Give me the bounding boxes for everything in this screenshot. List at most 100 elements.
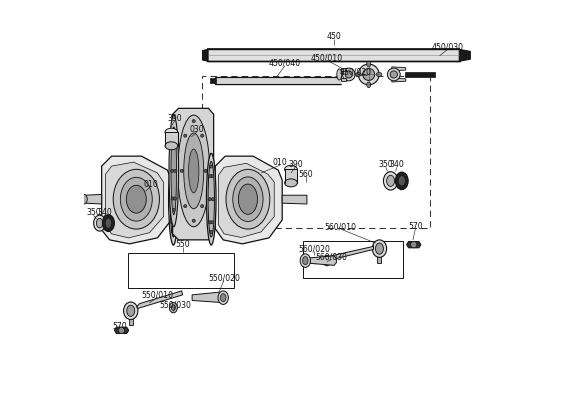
Ellipse shape bbox=[96, 218, 103, 228]
Ellipse shape bbox=[171, 221, 174, 224]
Text: 350: 350 bbox=[379, 160, 393, 170]
Ellipse shape bbox=[170, 169, 174, 172]
Polygon shape bbox=[392, 78, 406, 82]
Ellipse shape bbox=[192, 219, 195, 222]
Ellipse shape bbox=[169, 153, 178, 245]
Ellipse shape bbox=[388, 68, 400, 81]
Ellipse shape bbox=[300, 254, 311, 267]
Ellipse shape bbox=[165, 128, 178, 136]
Polygon shape bbox=[114, 327, 128, 334]
Polygon shape bbox=[215, 156, 282, 244]
Ellipse shape bbox=[358, 64, 379, 85]
Ellipse shape bbox=[383, 172, 398, 190]
Ellipse shape bbox=[169, 115, 178, 227]
Polygon shape bbox=[203, 49, 208, 61]
Ellipse shape bbox=[178, 115, 209, 227]
Text: 450/010: 450/010 bbox=[311, 53, 343, 62]
Ellipse shape bbox=[390, 71, 397, 78]
Ellipse shape bbox=[121, 177, 152, 221]
Ellipse shape bbox=[342, 68, 355, 81]
Ellipse shape bbox=[211, 174, 214, 178]
Text: 340: 340 bbox=[389, 160, 404, 170]
Polygon shape bbox=[392, 67, 406, 71]
Text: 550: 550 bbox=[175, 240, 190, 249]
Ellipse shape bbox=[171, 142, 174, 145]
Ellipse shape bbox=[171, 305, 175, 310]
Polygon shape bbox=[218, 163, 275, 238]
Polygon shape bbox=[137, 291, 183, 308]
Ellipse shape bbox=[171, 197, 174, 200]
Polygon shape bbox=[85, 194, 102, 204]
Ellipse shape bbox=[172, 165, 175, 168]
Ellipse shape bbox=[170, 161, 177, 237]
Ellipse shape bbox=[367, 61, 371, 67]
Ellipse shape bbox=[226, 169, 270, 229]
Ellipse shape bbox=[173, 221, 176, 224]
Ellipse shape bbox=[207, 153, 216, 245]
Text: 450/020: 450/020 bbox=[340, 68, 371, 77]
Polygon shape bbox=[282, 195, 307, 204]
Bar bbox=[211, 78, 216, 83]
Text: 390: 390 bbox=[168, 114, 182, 123]
Text: 450: 450 bbox=[327, 32, 341, 41]
Ellipse shape bbox=[323, 256, 331, 266]
Ellipse shape bbox=[200, 204, 204, 208]
Ellipse shape bbox=[174, 169, 177, 172]
Ellipse shape bbox=[118, 327, 125, 334]
Ellipse shape bbox=[410, 242, 417, 248]
Ellipse shape bbox=[204, 169, 207, 172]
Ellipse shape bbox=[208, 174, 212, 178]
Ellipse shape bbox=[396, 172, 408, 190]
Ellipse shape bbox=[355, 72, 361, 76]
Text: 450/030: 450/030 bbox=[431, 43, 463, 52]
Bar bbox=[128, 319, 132, 325]
Ellipse shape bbox=[285, 165, 297, 173]
Ellipse shape bbox=[173, 142, 177, 145]
Text: 450/040: 450/040 bbox=[269, 59, 301, 68]
Text: 390: 390 bbox=[289, 160, 303, 169]
Text: 550/010: 550/010 bbox=[142, 290, 173, 299]
Ellipse shape bbox=[285, 179, 297, 187]
Ellipse shape bbox=[126, 185, 146, 213]
Ellipse shape bbox=[172, 208, 175, 212]
Text: 560/010: 560/010 bbox=[325, 222, 357, 231]
Ellipse shape bbox=[171, 127, 177, 215]
Text: 350: 350 bbox=[87, 208, 101, 217]
Ellipse shape bbox=[375, 243, 383, 254]
Ellipse shape bbox=[188, 149, 199, 193]
Ellipse shape bbox=[173, 198, 177, 201]
Text: 030: 030 bbox=[190, 124, 205, 134]
Ellipse shape bbox=[102, 215, 114, 232]
Ellipse shape bbox=[172, 230, 175, 234]
Ellipse shape bbox=[345, 71, 353, 78]
Ellipse shape bbox=[172, 130, 175, 134]
Ellipse shape bbox=[363, 68, 375, 80]
Text: 550/020: 550/020 bbox=[208, 273, 240, 282]
Text: 010: 010 bbox=[143, 180, 158, 188]
Polygon shape bbox=[173, 108, 213, 240]
Bar bbox=[165, 132, 178, 146]
Ellipse shape bbox=[93, 215, 106, 231]
Ellipse shape bbox=[171, 174, 174, 178]
Ellipse shape bbox=[238, 184, 258, 214]
Polygon shape bbox=[341, 78, 346, 81]
Ellipse shape bbox=[169, 302, 177, 313]
Ellipse shape bbox=[208, 221, 212, 224]
Ellipse shape bbox=[367, 82, 371, 88]
Ellipse shape bbox=[208, 198, 211, 201]
Polygon shape bbox=[306, 256, 336, 265]
Polygon shape bbox=[106, 162, 164, 238]
Ellipse shape bbox=[398, 176, 405, 186]
Ellipse shape bbox=[211, 221, 214, 224]
Ellipse shape bbox=[105, 218, 112, 228]
Polygon shape bbox=[406, 242, 421, 248]
Ellipse shape bbox=[183, 134, 187, 137]
Ellipse shape bbox=[220, 294, 226, 302]
Text: 550/030: 550/030 bbox=[160, 300, 191, 309]
Bar bbox=[378, 257, 381, 262]
Ellipse shape bbox=[173, 197, 177, 200]
Ellipse shape bbox=[180, 169, 183, 172]
Text: 560/020: 560/020 bbox=[298, 244, 330, 253]
Bar bbox=[285, 169, 297, 183]
Ellipse shape bbox=[218, 291, 229, 304]
